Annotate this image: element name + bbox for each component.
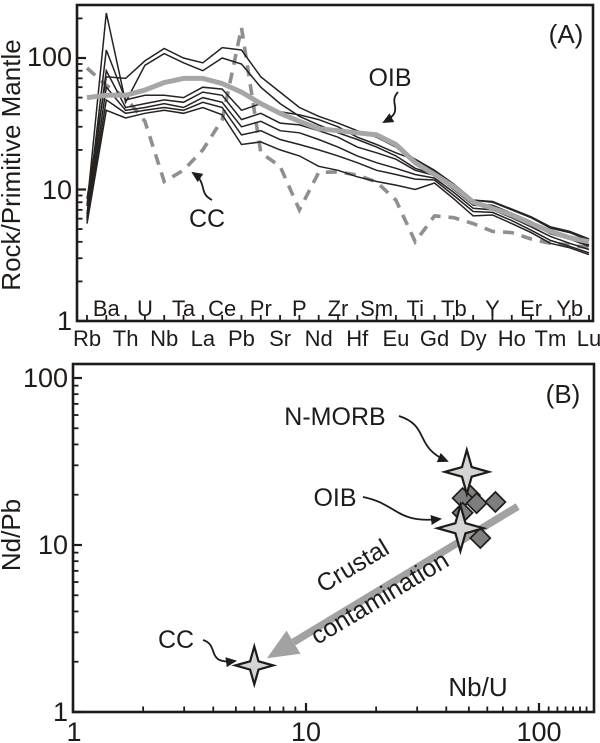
oib-star-marker — [433, 501, 488, 556]
panel-a-cc-annotation-label: CC — [189, 205, 225, 233]
element-label-Yb: Yb — [556, 296, 583, 321]
panel-b-xtick-1: 1 — [66, 717, 81, 743]
panel-b-oib-annotation-label: OIB — [313, 484, 356, 512]
panel-b-nmorb-annotation-arrow — [398, 415, 449, 463]
element-label-Er: Er — [520, 296, 542, 321]
panel-a-border — [75, 3, 595, 323]
panel-b-ytick-1: 1 — [53, 697, 68, 727]
element-label-Sr: Sr — [269, 326, 291, 351]
element-label-Eu: Eu — [382, 326, 409, 351]
element-label-Tm: Tm — [535, 326, 567, 351]
panel-b-tag: (B) — [546, 379, 581, 409]
panel-a-y-axis-title: Rock/Primitive Mantle — [0, 39, 26, 290]
panel-b-cc-annotation-label: CC — [158, 626, 194, 654]
element-label-Ce: Ce — [208, 296, 236, 321]
panel-a-element-labels: Rb Ba Th U Nb Ta La Ce Pb Pr SrP Nd Zr Hf Sm Eu Ti Gd Tb Dy… — [73, 296, 600, 351]
element-label-P: P — [292, 296, 307, 321]
panel-a-ytick-10: 10 — [42, 175, 72, 205]
sample-diamond-marker — [484, 490, 507, 514]
sample-diamond-marker — [465, 491, 488, 515]
element-label-Pb: Pb — [228, 326, 255, 351]
element-label-Pr: Pr — [250, 296, 272, 321]
series-OIB-line — [86, 75, 590, 245]
panel-b-reference-stars — [231, 445, 493, 689]
panel-b-y-ticks — [73, 376, 82, 714]
element-label-Sm: Sm — [360, 296, 393, 321]
series-sample-6-line — [86, 98, 590, 254]
sample-diamond-marker — [469, 526, 492, 550]
panel-b-cc-annotation-arrow — [202, 639, 237, 668]
element-label-Tb: Tb — [441, 296, 467, 321]
element-label-Nb: Nb — [150, 326, 178, 351]
panel-b-plot-area — [71, 362, 596, 714]
element-label-Gd: Gd — [420, 326, 449, 351]
panel-a-series — [85, 12, 590, 256]
series-sample-4-line — [86, 68, 590, 248]
element-label-Ba: Ba — [93, 296, 121, 321]
element-label-Y: Y — [485, 296, 500, 321]
element-label-Nd: Nd — [305, 326, 333, 351]
element-label-Dy: Dy — [460, 326, 487, 351]
element-label-Hf: Hf — [346, 326, 369, 351]
element-label-Zr: Zr — [328, 296, 349, 321]
panel-b-x-ticks — [71, 703, 588, 712]
element-label-U: U — [137, 296, 153, 321]
panel-a-ytick-1: 1 — [57, 306, 72, 336]
panel-a-cc-annotation-arrow — [191, 171, 213, 201]
panel-b-nmorb-annotation-label: N-MORB — [284, 403, 385, 431]
series-sample-7-line — [86, 106, 590, 256]
series-sample-3-line — [86, 49, 590, 242]
panel-b-border — [71, 362, 596, 714]
element-label-Ti: Ti — [406, 296, 424, 321]
element-label-Rb: Rb — [73, 326, 101, 351]
panel-b-ytick-100: 100 — [23, 363, 68, 393]
panel-b-x-axis-title: Nb/U — [448, 672, 507, 702]
panel-a-oib-annotation-label: OIB — [368, 64, 411, 92]
element-label-Ho: Ho — [498, 326, 526, 351]
panel-b-y-axis-title: Nd/Pb — [0, 499, 26, 571]
panel-a-y-ticks — [77, 17, 86, 323]
element-label-Th: Th — [113, 326, 139, 351]
panel-b-xtick-100: 100 — [516, 717, 561, 743]
panel-b-xtick-10: 10 — [291, 717, 321, 743]
panel-b-oib-annotation-arrow — [362, 496, 442, 525]
crustal-contamination-arrow-head — [266, 630, 301, 659]
panel-a-x-ticks — [86, 315, 590, 321]
nmorb-star-marker — [440, 445, 493, 498]
panel-a-plot-area: Rb Ba Th U Nb Ta La Ce Pb Pr SrP Nd Zr Hf Sm Eu Ti Gd Tb Dy… — [73, 3, 600, 351]
panel-a-oib-annotation-arrow — [382, 91, 399, 123]
panel-b-ytick-10: 10 — [38, 530, 68, 560]
element-label-Ta: Ta — [172, 296, 196, 321]
panel-a-tag: (A) — [549, 19, 584, 49]
panel-a-ytick-100: 100 — [27, 42, 72, 72]
element-label-Lu: Lu — [577, 326, 600, 351]
cc-star-marker — [231, 642, 278, 689]
element-label-La: La — [191, 326, 216, 351]
series-CC-dashed-line — [85, 27, 590, 250]
